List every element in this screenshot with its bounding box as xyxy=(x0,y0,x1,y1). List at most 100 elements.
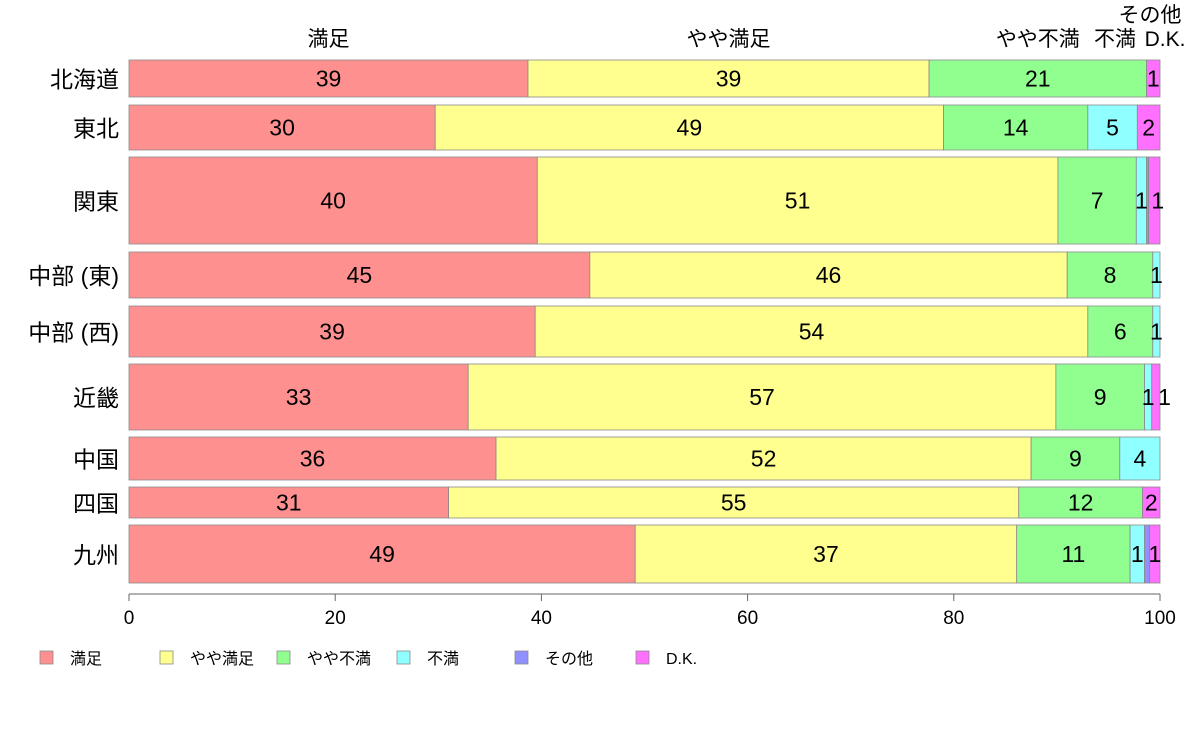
data-label: 55 xyxy=(721,490,747,516)
data-label: 49 xyxy=(369,541,395,567)
bar-segment xyxy=(128,305,536,358)
data-label: 4 xyxy=(1133,446,1146,472)
legend-label: その他 xyxy=(545,650,593,668)
bar-row: 30 49 14 5 2 xyxy=(128,104,1161,151)
bar-segment xyxy=(1152,251,1161,299)
data-label: 45 xyxy=(347,262,373,288)
data-label: 1 xyxy=(1151,188,1164,214)
data-label: 30 xyxy=(269,115,295,141)
legend-swatch xyxy=(276,650,291,665)
bar-segment xyxy=(1142,486,1161,519)
category-label: 近畿 xyxy=(73,385,119,411)
data-label: 14 xyxy=(1003,115,1029,141)
data-label: 36 xyxy=(300,446,326,472)
bar-row: 45 46 8 1 xyxy=(128,251,1163,299)
data-label: 8 xyxy=(1104,262,1117,288)
data-label: 11 xyxy=(1061,541,1085,567)
category-label: 中部 (西) xyxy=(28,320,119,346)
data-label: 51 xyxy=(785,188,811,214)
bar-segment xyxy=(1149,524,1161,584)
legend-swatch xyxy=(514,650,529,665)
data-label: 9 xyxy=(1069,446,1082,472)
bar-segment xyxy=(128,59,529,98)
category-label: 東北 xyxy=(73,116,119,142)
data-label: 1 xyxy=(1148,541,1161,567)
bar-segment xyxy=(527,59,930,98)
top-series-label: やや不満 xyxy=(996,28,1080,51)
bar-segment xyxy=(1018,486,1143,519)
legend-swatch xyxy=(635,650,650,665)
legend-label: やや満足 xyxy=(190,650,254,668)
data-label: 1 xyxy=(1150,262,1163,288)
category-label: 四国 xyxy=(73,491,119,517)
data-label: 57 xyxy=(749,384,775,410)
top-series-label: 満足 xyxy=(307,28,349,51)
top-series-label: D.K. xyxy=(1145,28,1186,51)
legend-item: やや満足 xyxy=(159,650,254,668)
top-series-label: 不満 xyxy=(1094,28,1136,51)
legend-label: 不満 xyxy=(427,650,459,668)
bar-row: 33 57 9 1 1 xyxy=(128,363,1171,431)
bar-segment xyxy=(1136,104,1161,151)
bar-segment xyxy=(589,251,1068,299)
bar-segment xyxy=(1146,59,1161,98)
category-label: 中国 xyxy=(73,447,119,473)
data-label: 1 xyxy=(1142,384,1155,410)
data-label: 37 xyxy=(813,541,839,567)
bar-segment xyxy=(634,524,1018,584)
data-label: 39 xyxy=(716,66,742,92)
data-label: 9 xyxy=(1094,384,1107,410)
data-label: 49 xyxy=(677,115,703,141)
bar-segment xyxy=(128,486,450,519)
bar-row: 39 39 21 1 xyxy=(128,59,1161,98)
data-label: 39 xyxy=(316,66,342,92)
bar-segment xyxy=(128,436,497,481)
data-label: 1 xyxy=(1158,384,1171,410)
bar-row: 40 51 7 1 1 xyxy=(128,156,1164,245)
bar-segment xyxy=(1087,305,1154,358)
legend-item: やや不満 xyxy=(276,650,371,668)
data-label: 6 xyxy=(1114,319,1127,345)
data-label: 2 xyxy=(1142,115,1155,141)
legend-label: やや不満 xyxy=(307,650,371,668)
x-tick-label: 80 xyxy=(943,608,964,629)
legend-item: 満足 xyxy=(39,650,102,668)
bar-segment xyxy=(1057,156,1137,245)
top-series-label: その他 xyxy=(1119,4,1182,27)
bar-segment xyxy=(1066,251,1154,299)
bar-segment xyxy=(1016,524,1131,584)
data-label: 21 xyxy=(1025,66,1051,92)
bar-segment xyxy=(495,436,1032,481)
legend-swatch xyxy=(396,650,411,665)
data-label: 1 xyxy=(1150,319,1163,345)
bar-segment xyxy=(928,59,1147,98)
data-label: 52 xyxy=(751,446,777,472)
legend-swatch xyxy=(159,650,174,665)
category-label: 中部 (東) xyxy=(28,263,119,289)
bar-segment xyxy=(434,104,944,151)
data-label: 39 xyxy=(319,319,345,345)
x-tick-label: 60 xyxy=(737,608,758,629)
category-label: 関東 xyxy=(73,189,119,215)
data-label: 1 xyxy=(1147,66,1160,92)
data-label: 5 xyxy=(1106,115,1119,141)
x-tick-label: 0 xyxy=(124,608,135,629)
data-label: 46 xyxy=(816,262,842,288)
x-axis: 0 20 40 60 80 100 xyxy=(124,593,1176,629)
bar-segment xyxy=(1119,436,1161,481)
bar-segment xyxy=(467,363,1057,431)
bar-segment xyxy=(1151,363,1161,431)
legend-swatch xyxy=(39,650,54,665)
bar-segment xyxy=(128,156,538,245)
legend: 満足 やや満足 やや不満 不満 その他 D.K. xyxy=(39,650,697,668)
data-label: 12 xyxy=(1068,490,1094,516)
data-label: 7 xyxy=(1091,188,1104,214)
legend-label: D.K. xyxy=(666,651,697,668)
bar-segment xyxy=(448,486,1020,519)
legend-item: D.K. xyxy=(635,650,697,668)
category-label: 九州 xyxy=(73,542,119,568)
bar-segment xyxy=(128,363,469,431)
bar-segment xyxy=(536,156,1059,245)
